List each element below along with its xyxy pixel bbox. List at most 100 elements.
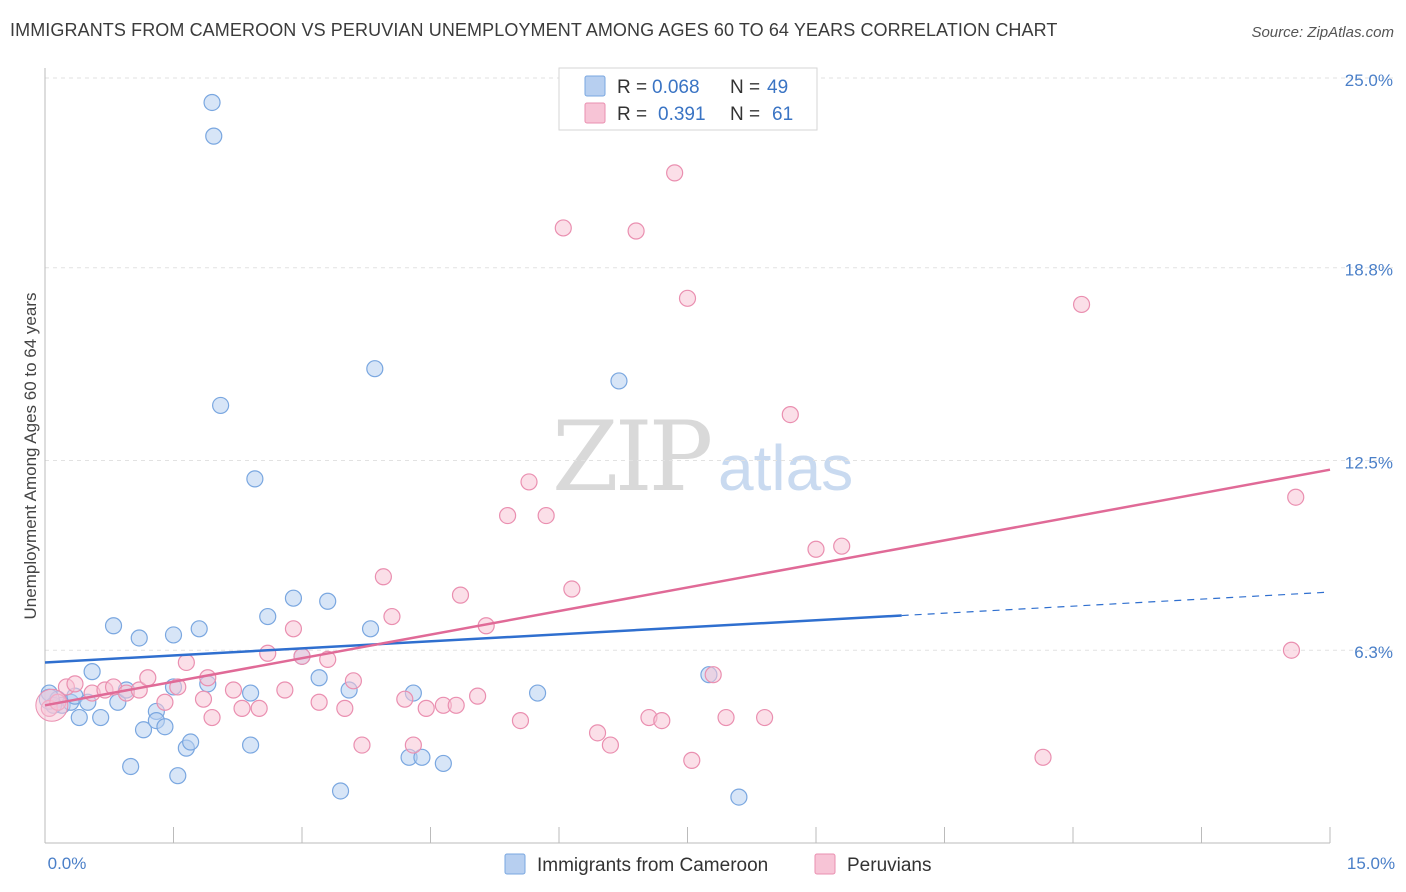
peruvian-point <box>396 690 414 708</box>
cameroon-trendline-extension <box>901 591 1331 617</box>
cameroon-point <box>122 757 140 776</box>
cameroon-point <box>104 617 123 635</box>
cameroon-point <box>413 748 431 766</box>
legend-r-value-1: 0.068 <box>652 77 700 98</box>
peruvian-point <box>588 724 607 742</box>
cameroon-point <box>284 589 303 607</box>
cameroon-point <box>182 733 200 751</box>
peruvian-point <box>194 690 213 708</box>
legend: R = 0.068 N = 49 R = 0.391 N = 61 <box>558 67 818 131</box>
cameroon-point <box>164 626 183 644</box>
cameroon-point <box>205 127 223 145</box>
peruvian-point <box>451 586 470 604</box>
peruvians-trendline <box>44 468 1331 707</box>
bottom-legend-label-peruvians: Peruvians <box>847 855 932 876</box>
bottom-legend-swatch-cameroon <box>504 853 526 875</box>
cameroon-point <box>434 754 452 773</box>
peruvian-point <box>520 473 538 491</box>
watermark-atlas: atlas <box>718 432 853 504</box>
peruvian-point <box>374 568 392 586</box>
peruvian-point <box>499 506 517 525</box>
cameroon-point <box>610 372 628 390</box>
cameroon-point <box>92 708 110 727</box>
legend-n-value-2: 61 <box>772 104 793 125</box>
peruvian-point <box>310 693 328 711</box>
y-tick-labels: 6.3% 12.5% 18.8% 25.0% <box>1345 71 1393 662</box>
chart-source: Source: ZipAtlas.com <box>1251 24 1394 41</box>
legend-n-label-1: N = <box>730 77 760 98</box>
legend-swatch-pink <box>584 102 606 124</box>
bottom-legend-label-cameroon: Immigrants from Cameroon <box>537 855 768 876</box>
peruvian-point <box>199 669 217 687</box>
peruvian-point <box>554 219 572 237</box>
cameroon-point <box>130 629 148 647</box>
peruvian-point <box>177 653 195 672</box>
cameroon-point <box>319 592 337 610</box>
peruvian-point <box>250 699 268 717</box>
cameroon-point <box>242 736 260 754</box>
bottom-legend-swatch-peruvians <box>814 853 836 875</box>
peruvian-point <box>259 644 277 662</box>
peruvian-point <box>537 506 555 525</box>
peruvian-point <box>469 687 487 705</box>
cameroon-point <box>83 663 101 681</box>
peruvian-point <box>276 681 294 699</box>
peruvian-point <box>404 736 422 754</box>
peruvian-point <box>224 681 243 699</box>
legend-n-label-2: N = <box>730 104 760 125</box>
cameroon-point <box>246 470 264 488</box>
cameroon-point <box>70 708 88 727</box>
legend-n-value-1: 49 <box>767 77 788 98</box>
peruvian-point <box>417 699 435 717</box>
peruvian-point <box>807 540 825 558</box>
peruvian-point <box>653 711 671 730</box>
peruvian-point <box>156 693 174 711</box>
cameroon-point <box>190 620 208 638</box>
peruvian-point <box>1282 641 1301 659</box>
peruvian-point <box>1072 295 1091 314</box>
legend-r-label-2: R = <box>617 104 647 125</box>
peruvian-point <box>1034 748 1052 766</box>
cameroon-point <box>134 721 153 739</box>
y-axis-title: Unemployment Among Ages 60 to 64 years <box>21 293 40 620</box>
legend-r-value-2: 0.391 <box>658 104 706 125</box>
legend-r-label-1: R = <box>617 77 647 98</box>
y-tick-label: 6.3% <box>1354 643 1393 662</box>
cameroon-point <box>331 782 350 800</box>
watermark: ZIP atlas <box>552 401 853 513</box>
cameroon-point <box>212 396 230 415</box>
peruvian-point <box>336 699 354 717</box>
bottom-legend: Immigrants from Cameroon Peruvians <box>504 853 932 876</box>
legend-swatch-blue <box>584 75 606 97</box>
cameroon-point <box>528 684 547 702</box>
x-tick-labels: 0.0% 15.0% <box>48 854 1395 873</box>
peruvian-point <box>717 708 735 727</box>
peruvian-point <box>447 696 465 714</box>
y-tick-label: 25.0% <box>1345 71 1393 90</box>
chart-title: IMMIGRANTS FROM CAMEROON VS PERUVIAN UNE… <box>10 20 1058 40</box>
peruvian-point <box>601 736 620 754</box>
peruvian-point <box>383 607 401 626</box>
cameroon-point <box>361 620 380 638</box>
peruvian-point <box>678 289 697 307</box>
cameroon-point <box>310 669 328 687</box>
cameroon-point <box>242 684 260 702</box>
y-tick-label: 18.8% <box>1345 261 1393 280</box>
cameroon-point <box>156 718 174 736</box>
grid <box>45 77 1393 651</box>
peruvian-point <box>284 620 303 638</box>
peruvian-point <box>353 736 371 754</box>
cameroon-point <box>259 607 277 626</box>
peruvian-point <box>666 164 684 182</box>
x-tick-label: 15.0% <box>1347 854 1395 873</box>
cameroon-point <box>203 93 221 112</box>
cameroon-point <box>730 788 748 806</box>
peruvian-point <box>755 708 774 727</box>
y-tick-label: 12.5% <box>1345 454 1393 473</box>
watermark-zip: ZIP <box>552 401 711 513</box>
peruvian-point <box>233 699 251 717</box>
cameroon-trendline <box>44 614 902 664</box>
peruvian-point <box>511 711 530 730</box>
cameroon-point <box>366 360 384 378</box>
